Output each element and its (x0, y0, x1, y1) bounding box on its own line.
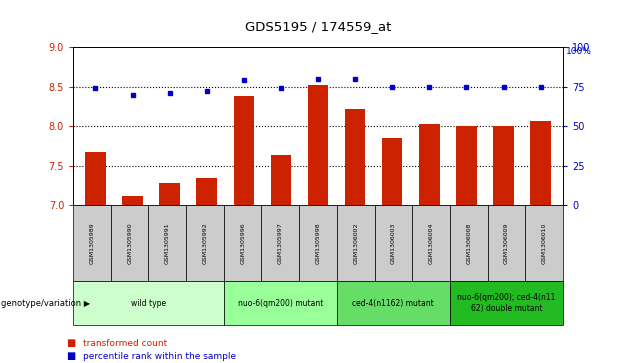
Bar (271, 155, 291, 205)
Bar (85, 152, 106, 205)
Text: GSM1306004: GSM1306004 (429, 223, 434, 264)
Text: wild type: wild type (131, 299, 166, 307)
Bar (530, 121, 551, 205)
Text: GSM1305997: GSM1305997 (278, 222, 283, 264)
Text: GSM1306010: GSM1306010 (541, 223, 546, 264)
Text: genotype/variation ▶: genotype/variation ▶ (1, 299, 90, 307)
Bar (494, 126, 514, 205)
Bar (197, 178, 217, 205)
Text: GDS5195 / 174559_at: GDS5195 / 174559_at (245, 20, 391, 33)
Text: GSM1305990: GSM1305990 (127, 223, 132, 264)
Text: GSM1305989: GSM1305989 (90, 223, 95, 264)
Text: 100%: 100% (566, 47, 592, 56)
Bar (419, 124, 439, 205)
Bar (456, 126, 476, 205)
Bar (233, 96, 254, 205)
Text: GSM1306003: GSM1306003 (391, 223, 396, 264)
Bar (122, 196, 142, 205)
Text: GSM1306008: GSM1306008 (466, 223, 471, 264)
Text: ■: ■ (67, 351, 79, 362)
Text: GSM1306009: GSM1306009 (504, 223, 509, 264)
Text: GSM1305991: GSM1305991 (165, 223, 170, 264)
Bar (160, 183, 180, 205)
Text: GSM1305992: GSM1305992 (202, 222, 207, 264)
Text: transformed count: transformed count (83, 339, 167, 347)
Bar (345, 109, 365, 205)
Text: ced-4(n1162) mutant: ced-4(n1162) mutant (352, 299, 434, 307)
Text: GSM1305996: GSM1305996 (240, 223, 245, 264)
Text: GSM1305998: GSM1305998 (315, 223, 321, 264)
Text: ■: ■ (67, 338, 79, 348)
Text: nuo-6(qm200); ced-4(n11
62) double mutant: nuo-6(qm200); ced-4(n11 62) double mutan… (457, 293, 555, 313)
Text: GSM1306002: GSM1306002 (353, 223, 358, 264)
Bar (308, 85, 328, 205)
Text: nuo-6(qm200) mutant: nuo-6(qm200) mutant (238, 299, 323, 307)
Bar (382, 138, 403, 205)
Text: percentile rank within the sample: percentile rank within the sample (83, 352, 236, 361)
